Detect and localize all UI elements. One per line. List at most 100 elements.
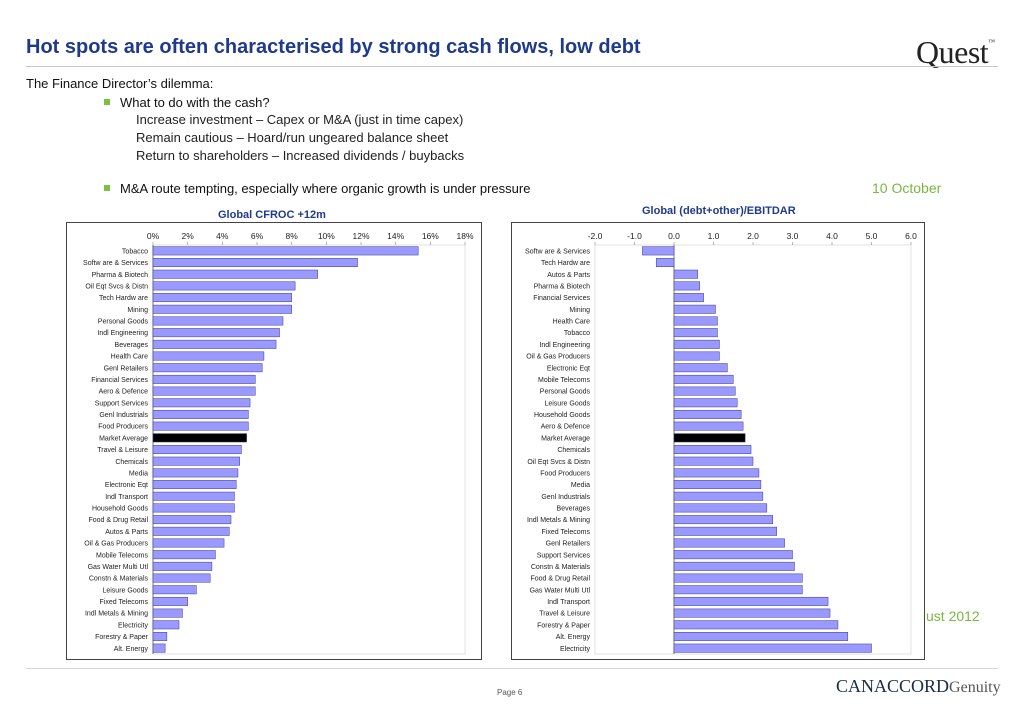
bar xyxy=(673,515,773,525)
category-label: Fixed Telecoms xyxy=(99,599,148,606)
x-tick-label: 5.0 xyxy=(866,231,878,241)
category-label: Autos & Parts xyxy=(105,529,148,536)
bar xyxy=(673,561,795,571)
bullet-square-icon xyxy=(104,99,110,105)
bar xyxy=(642,246,675,256)
category-label: Financial Services xyxy=(91,377,148,384)
category-label: Oil Eqt Svcs & Distn xyxy=(527,459,590,466)
bar xyxy=(152,246,419,256)
category-label: Alt. Energy xyxy=(114,646,149,653)
bar xyxy=(152,269,318,279)
page-number: Page 6 xyxy=(497,688,523,697)
sub-point-3: Return to shareholders – Increased divid… xyxy=(136,148,465,163)
slide-title: Hot spots are often characterised by str… xyxy=(26,36,641,58)
bar xyxy=(152,374,256,384)
bar xyxy=(673,643,872,653)
category-label: Softw are & Services xyxy=(83,260,148,267)
bullet-cash-text: What to do with the cash? xyxy=(120,95,270,110)
sub-point-1: Increase investment – Capex or M&A (just… xyxy=(136,112,464,127)
chart-title-cfroc: Global CFROC +12m xyxy=(218,209,326,221)
bar xyxy=(673,339,720,349)
canaccord-logo-text: CANACCORD xyxy=(836,676,950,696)
chart-cfroc: 0% 2% 4% 6% 8% 10% 12% 14% 16% 18% Tobacco Softw ar… xyxy=(66,222,482,660)
category-label: Oil & Gas Producers xyxy=(526,354,590,361)
bar xyxy=(152,445,242,454)
bar xyxy=(673,480,762,490)
bar xyxy=(152,351,265,361)
bar xyxy=(673,445,752,454)
category-label: Genl Industrials xyxy=(541,494,590,501)
bar xyxy=(152,561,213,571)
bar xyxy=(673,538,785,548)
x-tick-label: 18% xyxy=(456,231,473,241)
category-label: Genl Industrials xyxy=(99,412,148,419)
x-tick-label: 10% xyxy=(318,231,335,241)
bar xyxy=(152,503,235,513)
category-label: Constn & Materials xyxy=(89,576,149,583)
category-label: Electricity xyxy=(560,646,590,653)
bar xyxy=(673,316,718,326)
bar xyxy=(655,258,675,267)
category-label: Electronic Eqt xyxy=(547,365,590,372)
bar xyxy=(152,596,188,606)
bar xyxy=(152,386,256,396)
bar xyxy=(152,363,263,373)
bar xyxy=(152,608,183,618)
bullet-square-icon xyxy=(104,185,110,191)
category-label: Alt. Energy xyxy=(556,634,591,641)
x-tick-label: 8% xyxy=(286,231,299,241)
category-label: Constn & Materials xyxy=(531,564,591,571)
category-label: Mobile Telecoms xyxy=(538,377,591,384)
bar xyxy=(673,374,734,384)
bar xyxy=(152,480,237,490)
category-label: Indl Transport xyxy=(105,494,148,501)
date-fragment-bottom: ust 2012 xyxy=(926,608,980,624)
bar xyxy=(673,421,744,431)
category-label: Support Services xyxy=(537,552,591,559)
x-tick-label: 2% xyxy=(182,231,195,241)
bar xyxy=(152,573,211,583)
category-label: Health Care xyxy=(111,354,148,361)
category-label: Food Producers xyxy=(540,470,590,477)
bar xyxy=(673,293,704,303)
bar xyxy=(152,643,166,653)
bar xyxy=(673,433,746,443)
category-label: Gas Water Multi Utl xyxy=(88,564,149,571)
category-label: Aero & Defence xyxy=(99,389,149,396)
subheading: The Finance Director’s dilemma: xyxy=(26,76,214,91)
sub-point-2: Remain cautious – Hoard/run ungeared bal… xyxy=(136,130,449,145)
trademark-mark: ™ xyxy=(988,38,995,46)
bar xyxy=(152,258,358,267)
bar xyxy=(152,339,277,349)
bar xyxy=(673,351,720,361)
bar xyxy=(673,281,700,291)
category-label: Indl Transport xyxy=(547,599,590,606)
bullet-cash: What to do with the cash? xyxy=(104,95,270,110)
x-tick-label: 4.0 xyxy=(826,231,838,241)
category-label: Oil & Gas Producers xyxy=(84,541,148,548)
category-label: Household Goods xyxy=(534,412,591,419)
bar xyxy=(152,304,292,314)
bar xyxy=(152,585,197,595)
bar xyxy=(152,456,240,466)
chart-debt: -2.0 -1.0 0.0 1.0 2.0 3.0 4.0 5.0 6.0 Softw are &… xyxy=(511,222,925,660)
bar xyxy=(152,620,180,630)
x-tick-label: 2.0 xyxy=(747,231,759,241)
bar xyxy=(673,468,760,478)
x-tick-label: 12% xyxy=(352,231,369,241)
category-label: Travel & Leisure xyxy=(539,611,590,618)
chart-title-debt: Global (debt+other)/EBITDAR xyxy=(642,205,796,217)
category-label: Media xyxy=(129,470,148,477)
category-label: Media xyxy=(571,482,590,489)
category-label: Tech Hardw are xyxy=(99,295,148,302)
category-label: Food Producers xyxy=(98,424,148,431)
genuity-logo-text: Genuity xyxy=(949,679,1001,696)
bar xyxy=(673,573,803,583)
category-label: Forestry & Paper xyxy=(537,622,591,629)
x-tick-label: 3.0 xyxy=(787,231,799,241)
x-tick-label: 0.0 xyxy=(668,231,680,241)
bar xyxy=(673,398,738,408)
bar xyxy=(152,515,232,525)
category-label: Health Care xyxy=(553,319,590,326)
x-tick-label: 16% xyxy=(422,231,439,241)
